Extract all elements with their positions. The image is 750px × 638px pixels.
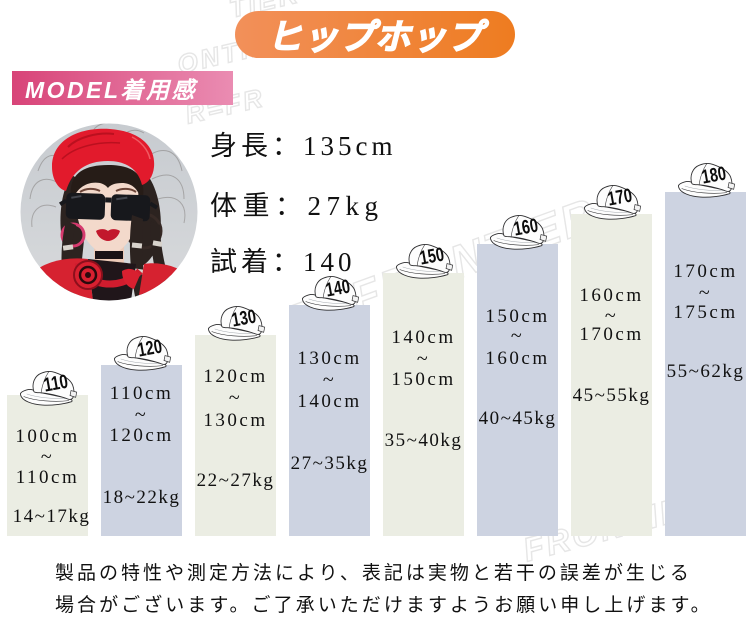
svg-text:110: 110 xyxy=(42,371,70,397)
svg-text:140: 140 xyxy=(324,276,352,302)
svg-text:180: 180 xyxy=(700,163,728,189)
svg-text:160: 160 xyxy=(512,215,540,241)
svg-text:150: 150 xyxy=(418,244,446,270)
svg-text:120: 120 xyxy=(136,336,164,362)
svg-text:130: 130 xyxy=(230,306,258,332)
svg-text:170: 170 xyxy=(606,185,634,211)
